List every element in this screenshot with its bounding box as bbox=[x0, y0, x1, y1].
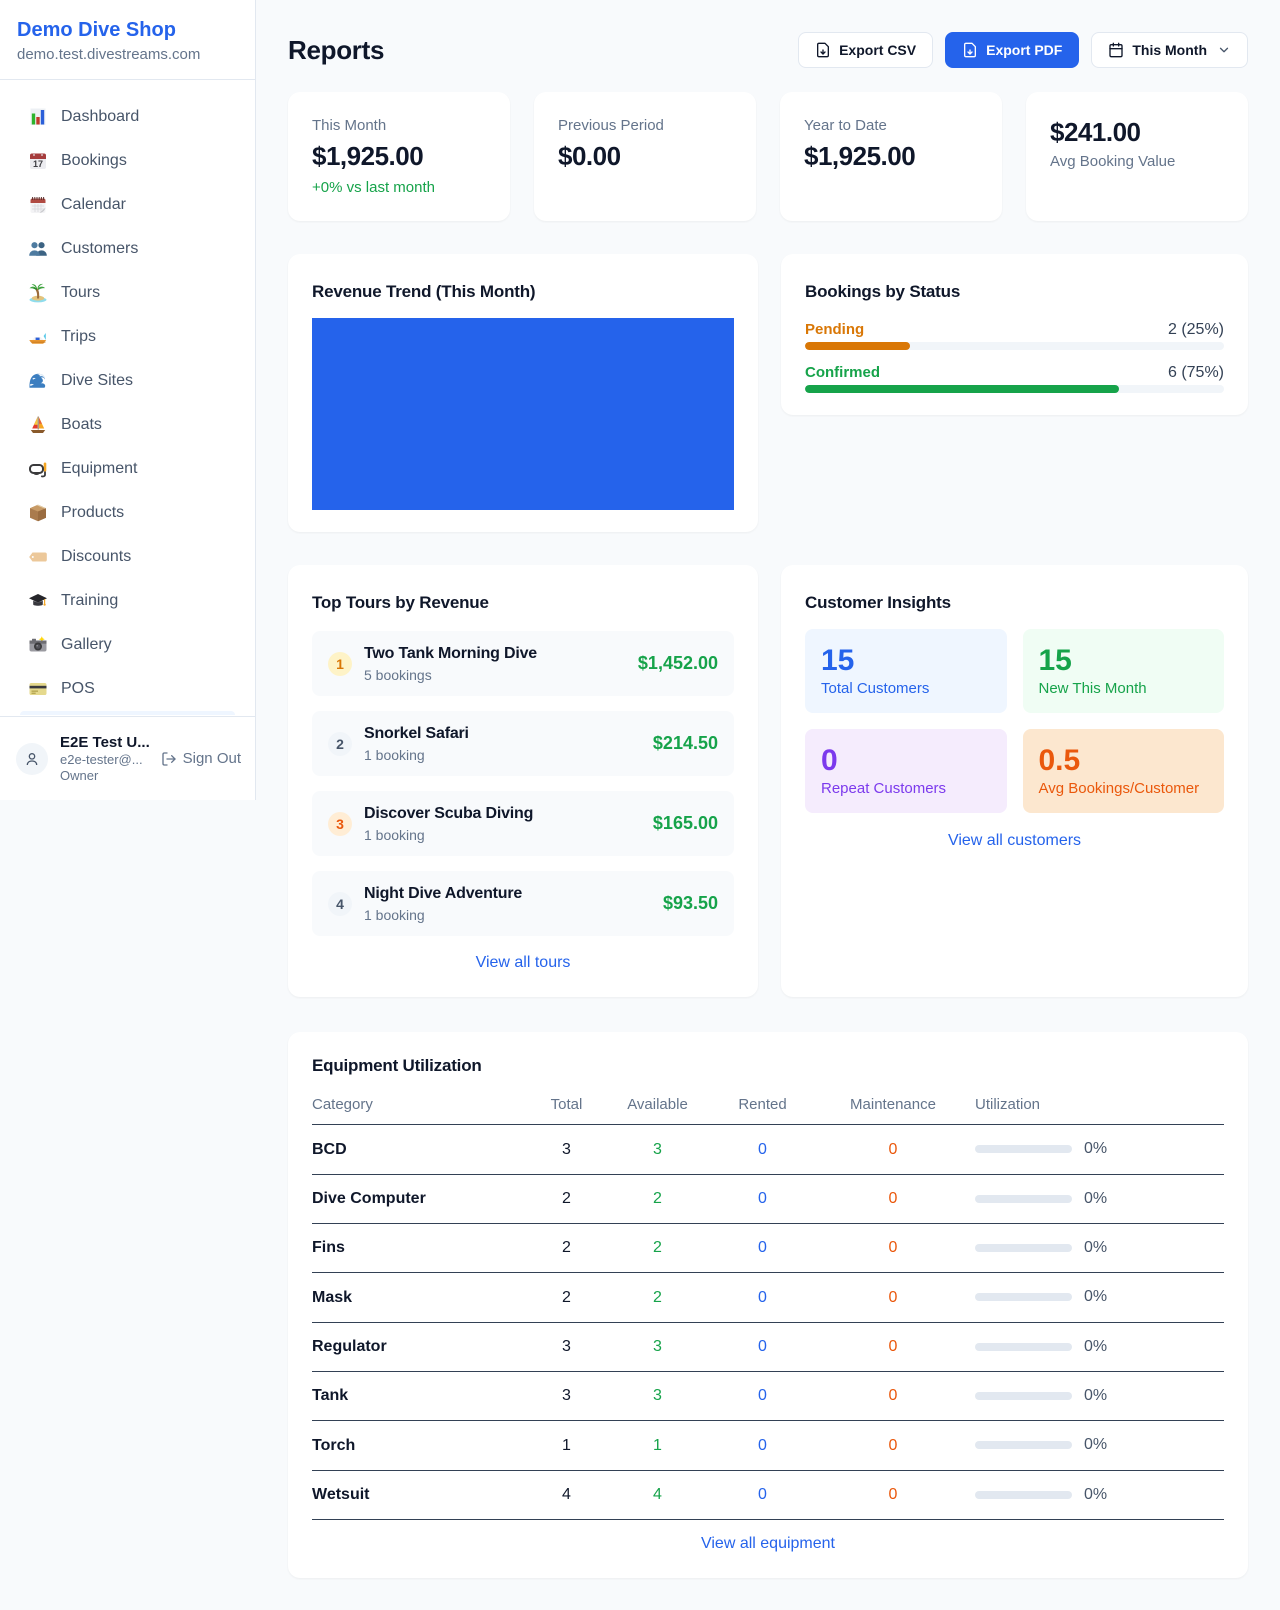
svg-text:17: 17 bbox=[33, 159, 43, 169]
